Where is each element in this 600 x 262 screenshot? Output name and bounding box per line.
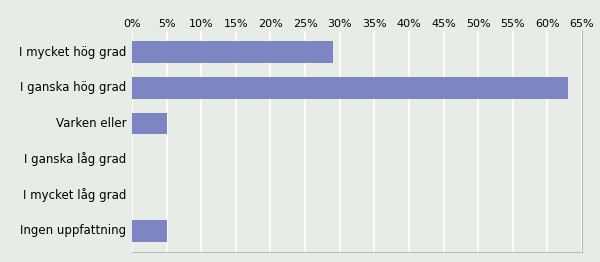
Bar [132,77,568,99]
Bar [132,113,167,134]
Bar [132,41,333,63]
Bar [132,220,167,242]
